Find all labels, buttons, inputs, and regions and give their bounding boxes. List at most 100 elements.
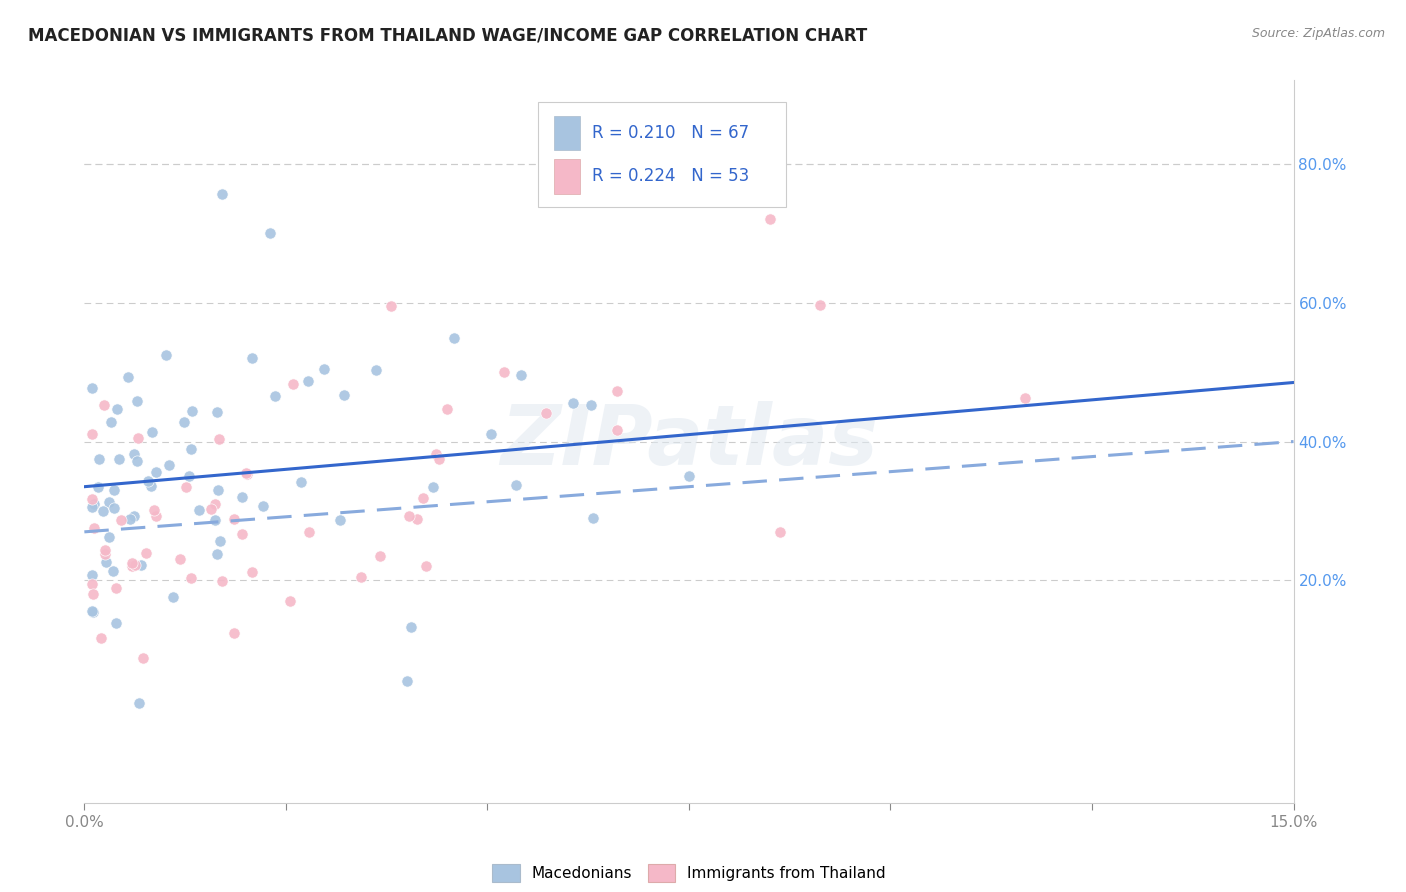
Point <box>224 626 246 640</box>
Point <box>82 492 104 507</box>
Point <box>380 299 402 313</box>
Point <box>83 521 105 535</box>
Point <box>422 480 444 494</box>
Point <box>180 571 202 585</box>
Point <box>124 447 146 461</box>
Point <box>350 570 373 584</box>
Text: R = 0.210   N = 67: R = 0.210 N = 67 <box>592 124 749 142</box>
Point <box>157 458 180 472</box>
Point <box>131 558 153 572</box>
Point <box>103 564 125 578</box>
Point <box>82 427 104 442</box>
Point <box>125 454 148 468</box>
FancyBboxPatch shape <box>538 102 786 207</box>
Point <box>138 474 160 488</box>
Point <box>1014 391 1036 405</box>
Point <box>231 491 253 505</box>
Point <box>204 513 226 527</box>
Point <box>505 478 527 492</box>
Point <box>314 362 336 376</box>
Text: MACEDONIAN VS IMMIGRANTS FROM THAILAND WAGE/INCOME GAP CORRELATION CHART: MACEDONIAN VS IMMIGRANTS FROM THAILAND W… <box>28 27 868 45</box>
Point <box>162 591 184 605</box>
Point <box>510 368 533 382</box>
Point <box>370 549 392 563</box>
Point <box>82 587 104 601</box>
Point <box>83 497 105 511</box>
Point <box>769 524 792 539</box>
Point <box>240 351 263 365</box>
Point <box>110 513 132 527</box>
Point <box>103 501 125 516</box>
Point <box>145 509 167 524</box>
Point <box>135 546 157 560</box>
Point <box>399 620 422 634</box>
Point <box>678 469 700 483</box>
Point <box>415 559 437 574</box>
Point <box>180 442 202 456</box>
Point <box>582 510 605 524</box>
Point <box>82 500 104 515</box>
Point <box>606 423 628 437</box>
Point <box>98 495 121 509</box>
Point <box>181 404 204 418</box>
Point <box>242 565 264 579</box>
Point <box>100 415 122 429</box>
Point <box>117 369 139 384</box>
Point <box>87 480 110 494</box>
Point <box>534 406 557 420</box>
Point <box>104 582 127 596</box>
Point <box>252 499 274 513</box>
Point <box>98 530 121 544</box>
Point <box>124 558 146 572</box>
Point <box>120 512 142 526</box>
Point <box>425 447 447 461</box>
Point <box>125 394 148 409</box>
Point <box>278 594 301 608</box>
Point <box>121 558 143 573</box>
Point <box>606 384 628 399</box>
Point <box>808 298 831 312</box>
Point <box>105 616 128 631</box>
Point <box>406 512 429 526</box>
Point <box>259 226 281 240</box>
Point <box>132 651 155 665</box>
Point <box>121 557 143 571</box>
Point <box>82 605 104 619</box>
FancyBboxPatch shape <box>554 159 581 194</box>
Point <box>231 527 253 541</box>
Text: Source: ZipAtlas.com: Source: ZipAtlas.com <box>1251 27 1385 40</box>
Point <box>82 381 104 395</box>
Point <box>91 504 114 518</box>
Point <box>290 475 312 489</box>
Text: ZIPatlas: ZIPatlas <box>501 401 877 482</box>
Point <box>427 451 450 466</box>
Point <box>436 401 458 416</box>
Point <box>179 469 201 483</box>
Point <box>82 577 104 591</box>
Point <box>281 376 304 391</box>
Point <box>139 479 162 493</box>
Point <box>96 555 118 569</box>
Point <box>264 389 287 403</box>
Point <box>579 398 602 412</box>
Point <box>205 547 228 561</box>
Point <box>207 483 229 497</box>
Point <box>128 697 150 711</box>
Point <box>492 365 515 379</box>
Point <box>108 452 131 467</box>
Point <box>297 374 319 388</box>
Point <box>412 491 434 505</box>
Point <box>105 401 128 416</box>
Point <box>224 512 246 526</box>
Legend: Macedonians, Immigrants from Thailand: Macedonians, Immigrants from Thailand <box>486 857 891 888</box>
Point <box>479 426 502 441</box>
Point <box>211 186 233 201</box>
Point <box>329 512 352 526</box>
Point <box>93 548 115 562</box>
Point <box>90 631 112 645</box>
Point <box>93 398 115 412</box>
Point <box>209 533 232 548</box>
Point <box>332 388 354 402</box>
Point <box>82 568 104 582</box>
Point <box>398 508 420 523</box>
